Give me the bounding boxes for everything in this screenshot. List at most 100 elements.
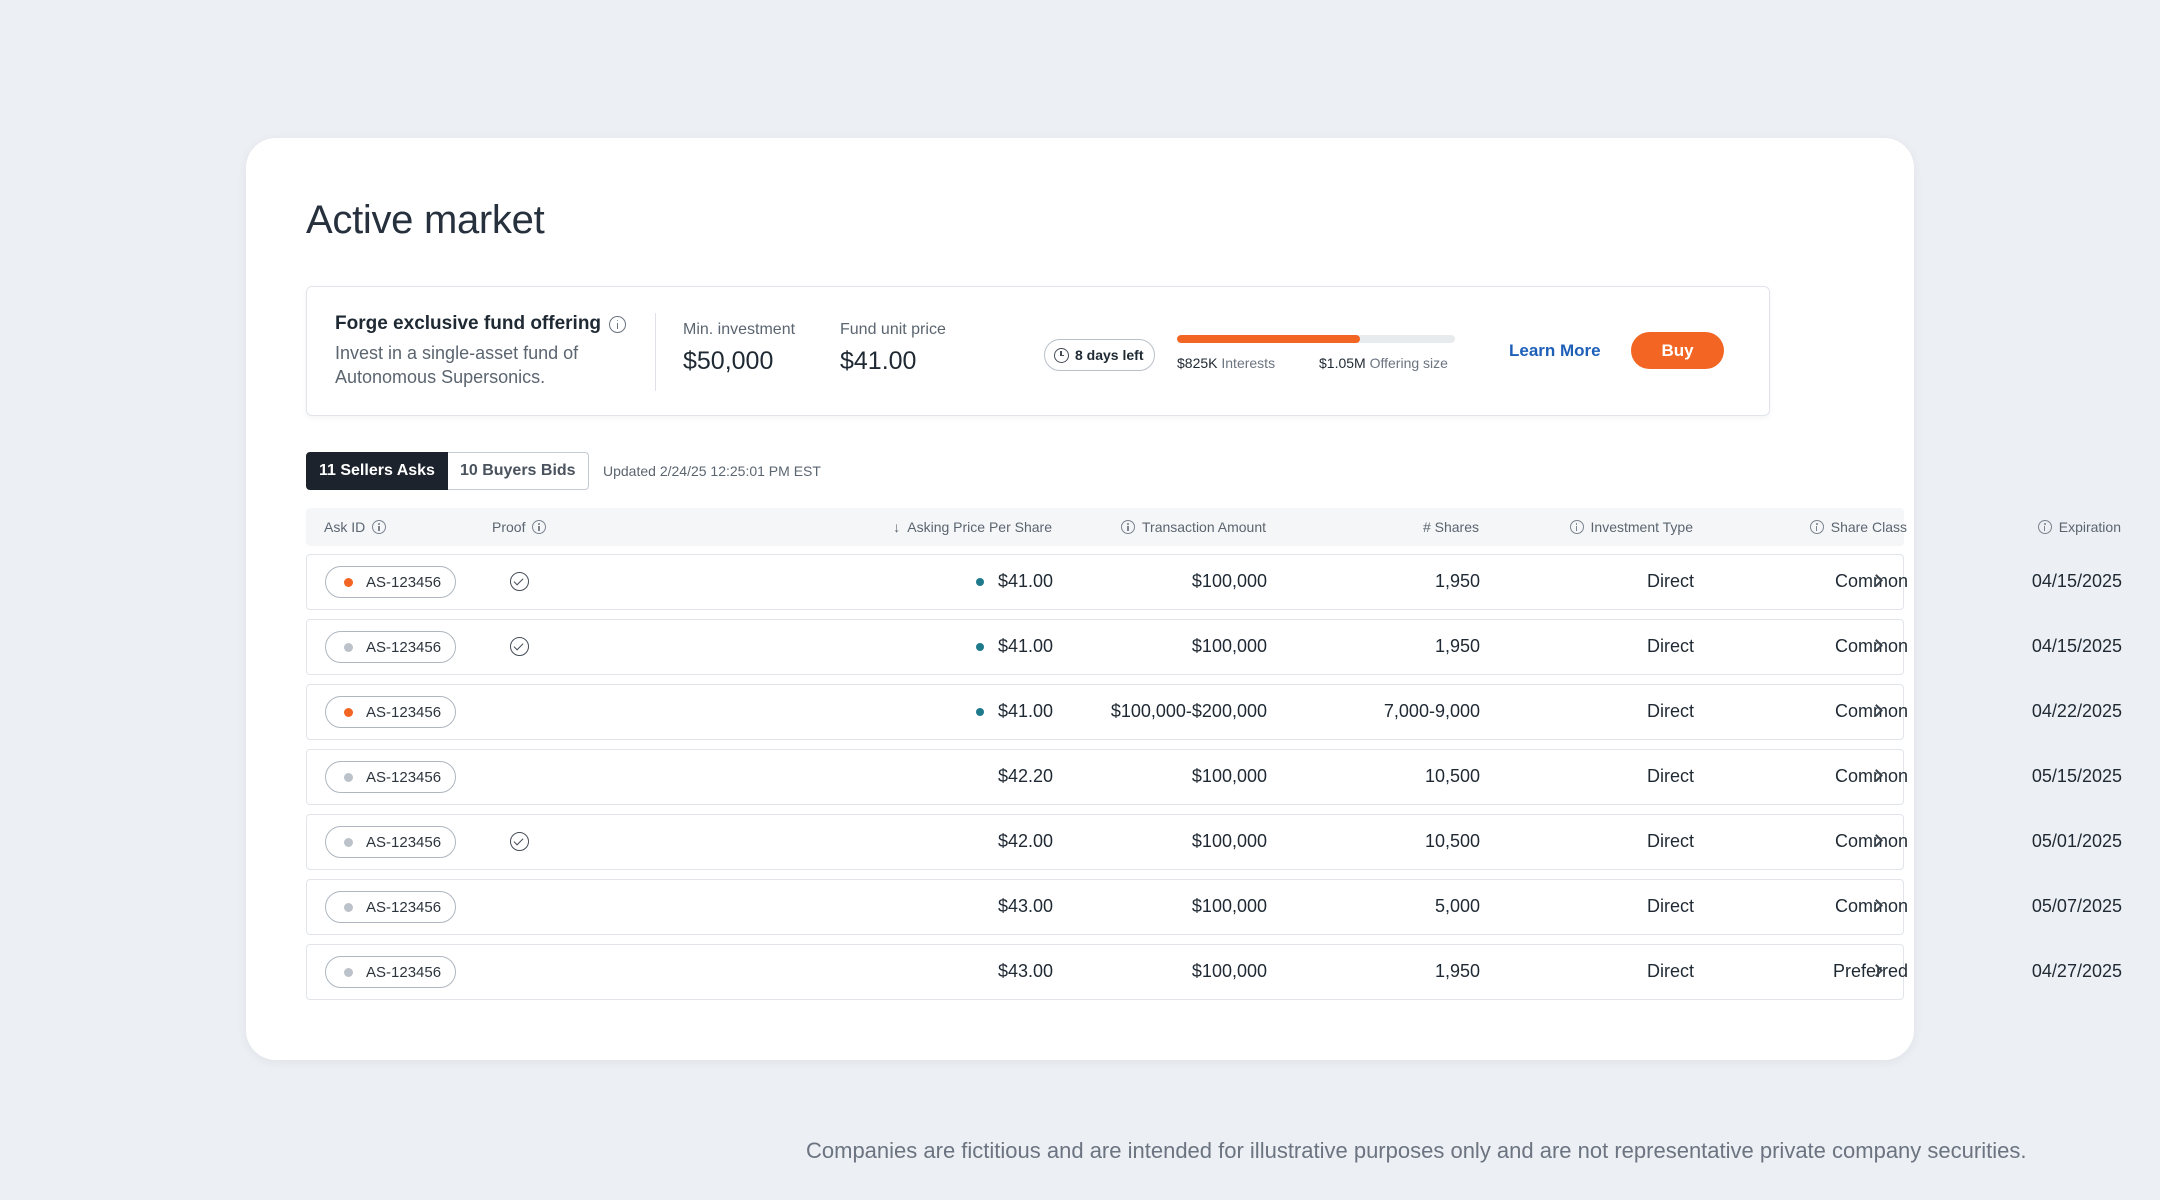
- asking-price: $41.00: [997, 701, 1053, 721]
- asking-price-cell: $43.00: [657, 945, 1053, 998]
- header-expiration-label: Expiration: [2058, 519, 2121, 535]
- investment-type: Direct: [1646, 636, 1694, 656]
- investment-type: Direct: [1646, 571, 1694, 591]
- ask-id-badge[interactable]: AS-123456: [325, 826, 456, 858]
- fund-unit-price-value: $41.00: [840, 347, 917, 375]
- info-icon[interactable]: [1569, 520, 1584, 534]
- transaction-amount: $100,000: [1191, 961, 1267, 981]
- info-icon[interactable]: [372, 520, 387, 534]
- shares-count: 10,500: [1424, 831, 1480, 851]
- expiration-date: 05/15/2025: [2031, 766, 2122, 786]
- min-investment: Min. investment $50,000: [683, 321, 795, 376]
- table-row[interactable]: AS-123456 $43.00 $100,000 5,000 Direct Common…: [306, 879, 2122, 935]
- transaction-amount: $100,000: [1191, 766, 1267, 786]
- asking-price: $41.00: [997, 636, 1053, 656]
- ask-id-badge[interactable]: AS-123456: [325, 696, 456, 728]
- expiration-date: 04/22/2025: [2031, 701, 2122, 721]
- expiration-date: 04/15/2025: [2031, 636, 2122, 656]
- disclaimer-text: Companies are fictitious and are intende…: [806, 1138, 2027, 1163]
- header-ask-id[interactable]: Ask ID: [324, 508, 387, 546]
- fund-unit-price: Fund unit price $41.00: [840, 321, 946, 376]
- share-class: Common: [1834, 701, 1908, 721]
- share-class: Common: [1834, 896, 1908, 916]
- min-investment-value: $50,000: [683, 347, 774, 375]
- buy-button[interactable]: Buy: [1631, 332, 1724, 369]
- investment-type: Direct: [1646, 961, 1694, 981]
- asking-price-cell: $41.00: [657, 555, 1053, 608]
- expiration-date: 04/27/2025: [2031, 961, 2122, 981]
- asking-price-cell: $42.00: [657, 815, 1053, 868]
- transaction-amount: $100,000: [1191, 896, 1267, 916]
- info-icon[interactable]: [532, 520, 547, 534]
- asking-price-cell: $43.00: [657, 880, 1053, 933]
- asking-price-cell: $41.00: [657, 685, 1053, 738]
- ask-id-badge[interactable]: AS-123456: [325, 956, 456, 988]
- table-header: Ask ID Proof ↓ Asking Price Per Share Tr…: [306, 508, 2121, 546]
- share-class: Common: [1834, 831, 1908, 851]
- header-asking-price-label: Asking Price Per Share: [907, 519, 1052, 535]
- offering-size-value: $1.05M: [1319, 355, 1366, 371]
- tab-buyers-bids[interactable]: 10 Buyers Bids: [447, 452, 589, 490]
- table-row[interactable]: AS-123456 $42.00 $100,000 10,500 Direct Commo…: [306, 814, 2122, 870]
- offering-size-label: Offering size: [1369, 355, 1448, 371]
- asking-price: $43.00: [997, 896, 1053, 916]
- ask-id-badge[interactable]: AS-123456: [325, 891, 456, 923]
- asking-price: $42.20: [997, 766, 1053, 786]
- info-icon[interactable]: [1809, 520, 1824, 534]
- header-shares[interactable]: # Shares: [1266, 508, 1479, 546]
- offering-title-group: Forge exclusive fund offering: [335, 313, 627, 335]
- page-title: Active market: [306, 198, 545, 242]
- ask-id-badge[interactable]: AS-123456: [325, 566, 456, 598]
- interests-label-group: $825K Interests: [1177, 355, 1275, 371]
- ask-id: AS-123456: [366, 898, 442, 916]
- info-icon[interactable]: [1121, 520, 1135, 534]
- header-share-class-label: Share Class: [1830, 519, 1907, 535]
- divider: [655, 313, 656, 391]
- asking-price: $41.00: [997, 571, 1053, 591]
- asking-price-cell: $41.00: [657, 620, 1053, 673]
- investment-type: Direct: [1646, 701, 1694, 721]
- header-transaction-amount[interactable]: Transaction Amount: [1006, 508, 1266, 546]
- info-icon[interactable]: [2037, 520, 2052, 534]
- shares-count: 1,950: [1434, 571, 1480, 591]
- expiration-date: 05/01/2025: [2031, 831, 2122, 851]
- header-share-class[interactable]: Share Class: [1693, 508, 1907, 546]
- header-investment-type-label: Investment Type: [1590, 519, 1693, 535]
- table-row[interactable]: AS-123456 $41.00 $100,000 1,950 Direct Common…: [306, 619, 2122, 675]
- status-dot: [344, 902, 353, 912]
- share-class: Common: [1834, 636, 1908, 656]
- ask-id-badge[interactable]: AS-123456: [325, 761, 456, 793]
- price-indicator-dot: [975, 707, 984, 716]
- header-asking-price[interactable]: ↓ Asking Price Per Share: [656, 508, 1052, 546]
- share-class: Common: [1834, 766, 1908, 786]
- status-dot: [344, 772, 353, 782]
- ask-id-badge[interactable]: AS-123456: [325, 631, 456, 663]
- shares-count: 7,000-9,000: [1383, 701, 1480, 721]
- price-indicator-dot: [975, 577, 984, 586]
- updated-timestamp: Updated 2/24/25 12:25:01 PM EST: [603, 463, 821, 479]
- header-proof[interactable]: Proof: [492, 508, 547, 546]
- tab-sellers-asks[interactable]: 11 Sellers Asks: [306, 452, 448, 490]
- proof-check-icon: [510, 832, 529, 851]
- share-class: Common: [1834, 571, 1908, 591]
- learn-more-link[interactable]: Learn More: [1509, 341, 1601, 360]
- ask-id: AS-123456: [366, 638, 442, 656]
- table-row[interactable]: AS-123456 $41.00 $100,000-$200,000 7,000-9,…: [306, 684, 2122, 740]
- status-dot: [344, 837, 353, 847]
- days-left-text: 8 days left: [1075, 347, 1144, 363]
- active-market-card: Active market Forge exclusive fund offer…: [246, 138, 2122, 1060]
- ask-id: AS-123456: [366, 573, 442, 591]
- header-investment-type[interactable]: Investment Type: [1479, 508, 1693, 546]
- info-icon[interactable]: [609, 315, 627, 333]
- table-row[interactable]: AS-123456 $41.00 $100,000 1,950 Direct Common…: [306, 554, 2122, 610]
- table-row[interactable]: AS-123456 $43.00 $100,000 1,950 Direct Prefer…: [306, 944, 2122, 1000]
- expiration-date: 04/15/2025: [2031, 571, 2122, 591]
- header-ask-id-label: Ask ID: [324, 519, 366, 535]
- table-row[interactable]: AS-123456 $42.20 $100,000 10,500 Direct Commo…: [306, 749, 2122, 805]
- shares-count: 10,500: [1424, 766, 1480, 786]
- transaction-amount: $100,000-$200,000: [1110, 701, 1267, 721]
- header-expiration[interactable]: Expiration: [1907, 508, 2121, 546]
- investment-type: Direct: [1646, 766, 1694, 786]
- proof-check-icon: [510, 637, 529, 656]
- sort-arrow-down-icon: ↓: [893, 519, 901, 535]
